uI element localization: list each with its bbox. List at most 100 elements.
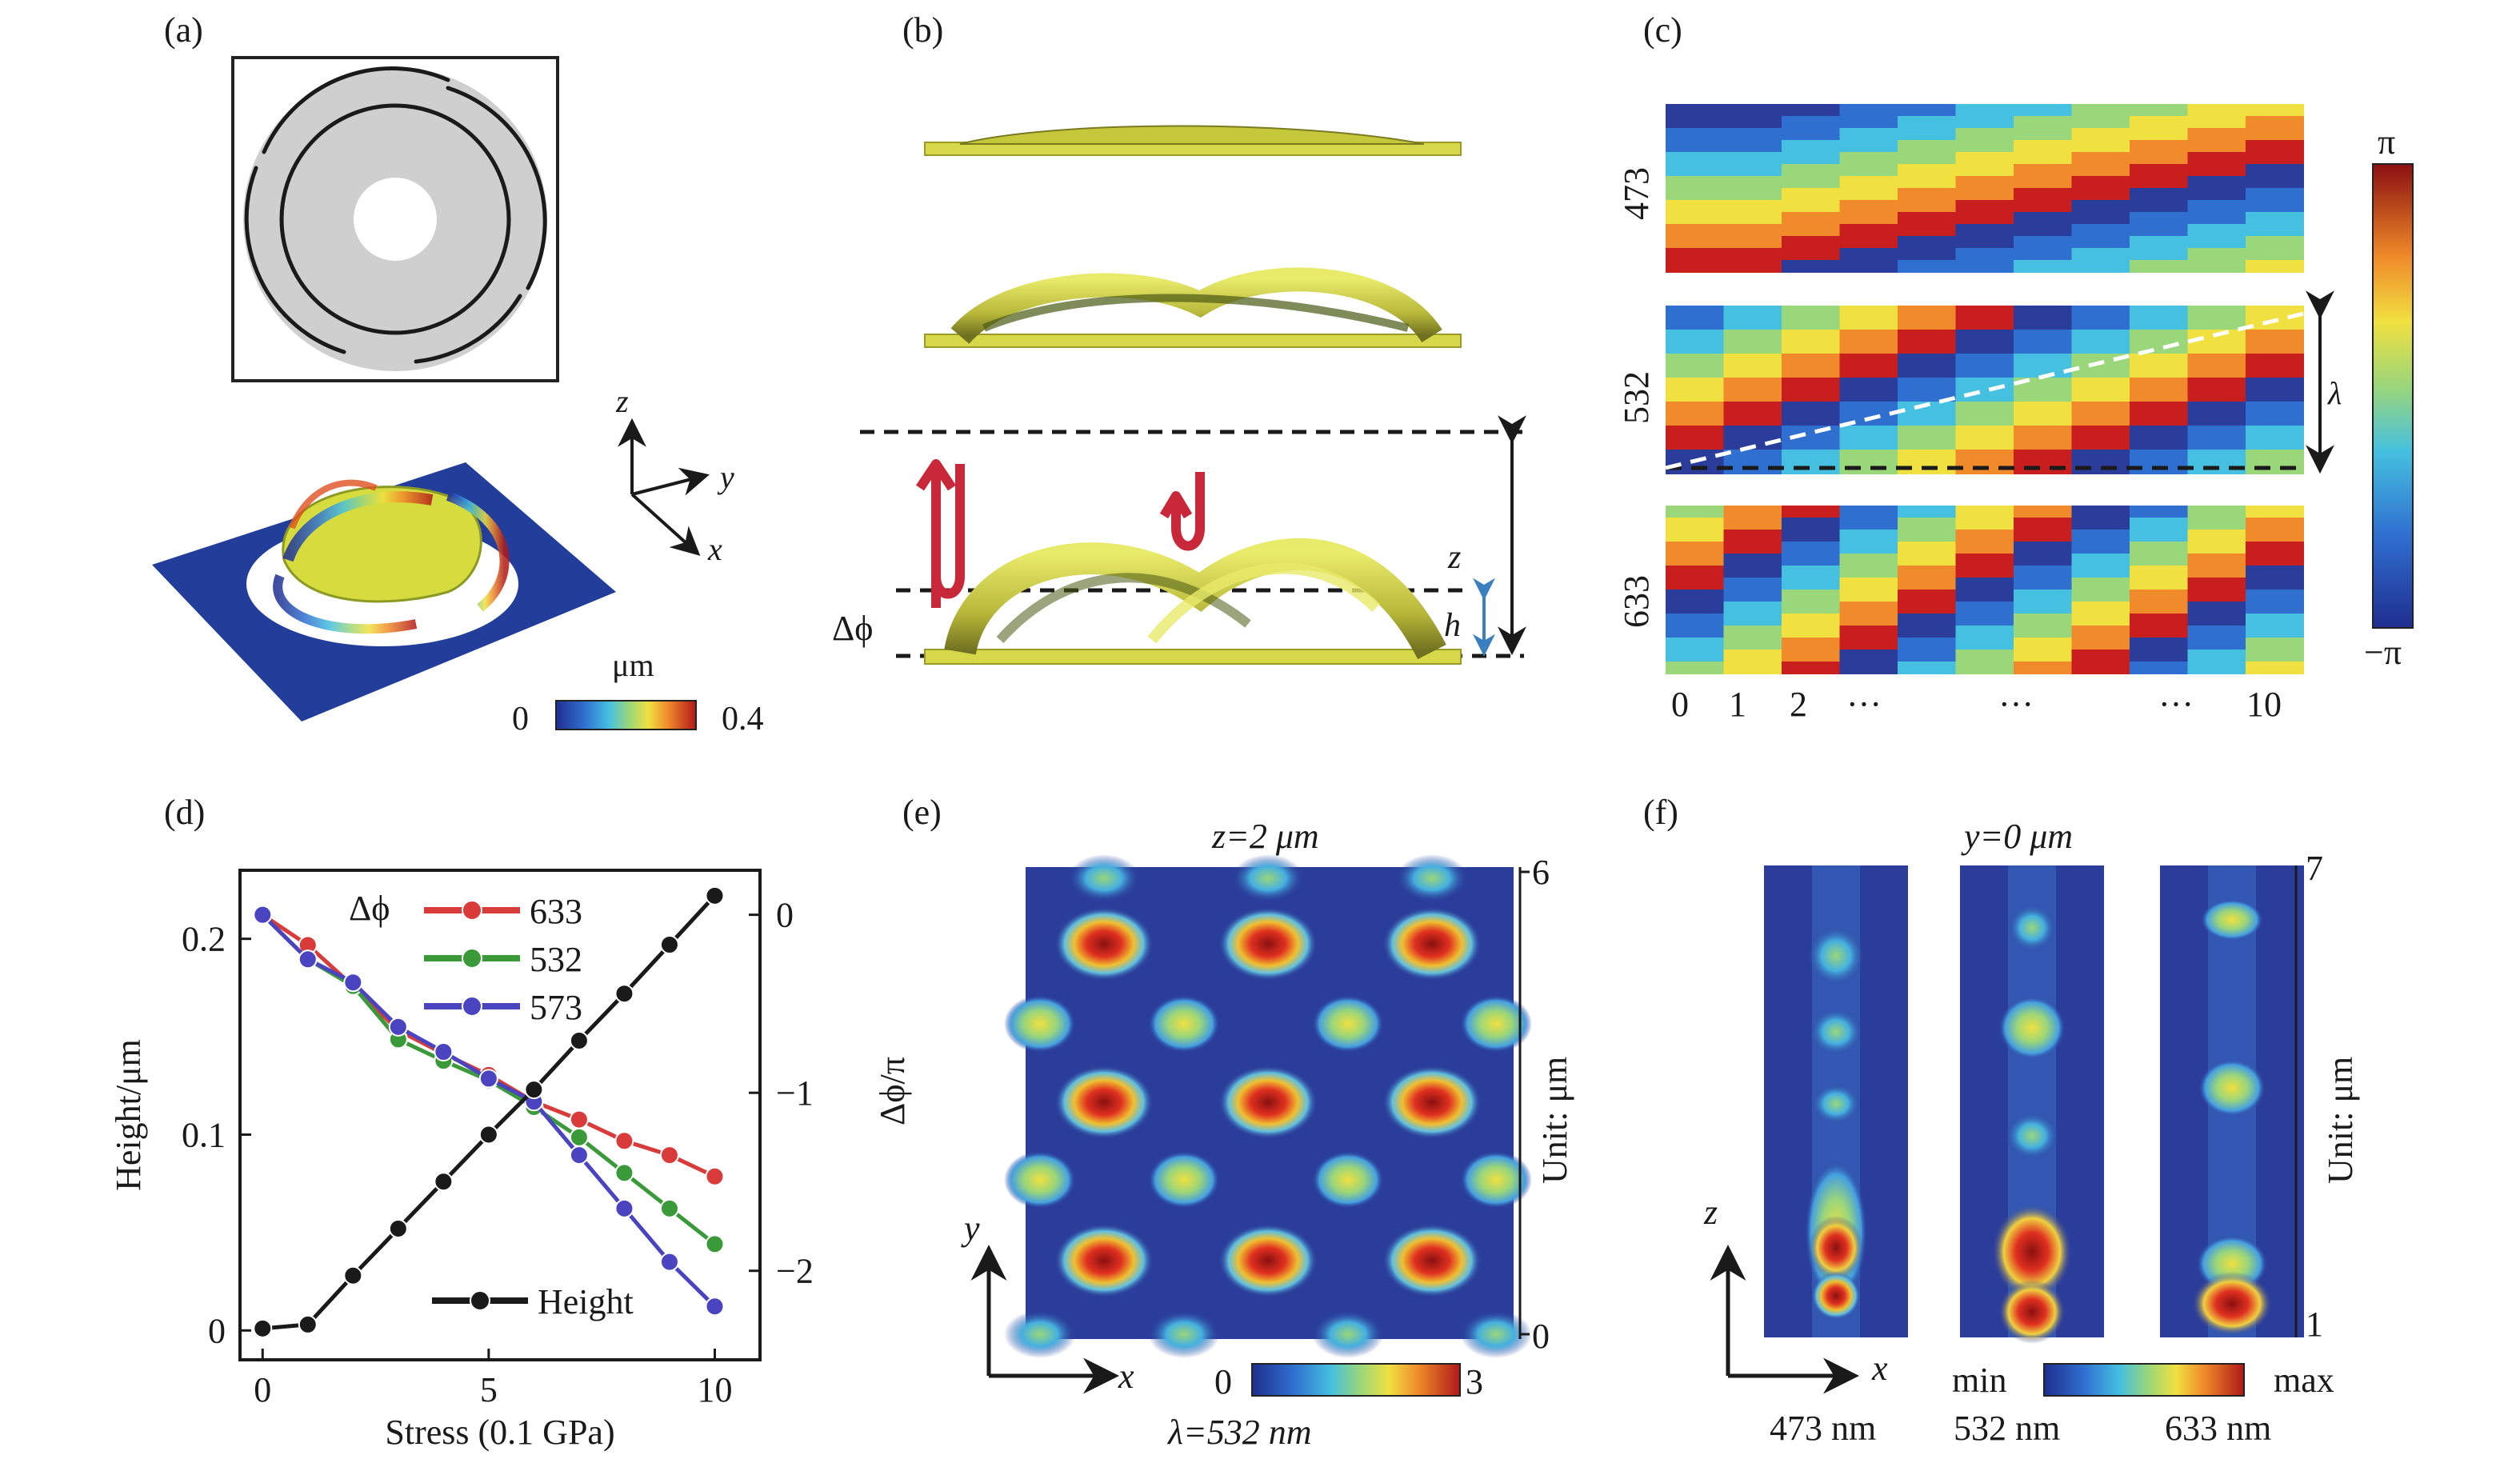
tick-e-bottom: 0 xyxy=(1532,1317,1550,1356)
shape-stage-2 xyxy=(950,267,1442,345)
warm-spot-2 xyxy=(1148,1151,1220,1209)
axis-x-a: x xyxy=(707,531,722,567)
d-y2tick-2: −2 xyxy=(776,1252,814,1291)
point-633-10 xyxy=(705,1166,725,1186)
panel-a: (a) z y x xyxy=(152,10,764,737)
panel-d-label: (d) xyxy=(164,793,205,832)
phase-row-2 xyxy=(1666,506,2304,674)
hot-spot-4 xyxy=(1218,1065,1318,1139)
field-column-2 xyxy=(2160,865,2304,1337)
point-Height-4 xyxy=(434,1172,454,1192)
point-Height-7 xyxy=(569,1030,589,1050)
point-Height-8 xyxy=(614,984,634,1004)
colorbar-f-min: min xyxy=(1952,1361,2006,1400)
cool-spot-2 xyxy=(1396,854,1468,902)
tick-f-top: 7 xyxy=(2306,849,2323,888)
deformed-membrane xyxy=(282,486,482,603)
wavelength-532: 532 nm xyxy=(1954,1409,2060,1448)
field-spot-1-2 xyxy=(2005,1112,2059,1160)
title-f: y=0 μm xyxy=(1961,817,2073,856)
c-xtick-5: ··· xyxy=(2158,685,2194,724)
c-xtick-3: ··· xyxy=(1846,685,1882,724)
warm-spot-6 xyxy=(1460,995,1532,1053)
field-spot-1-0 xyxy=(2007,904,2057,952)
panel-a-label: (a) xyxy=(164,10,203,50)
panel-b: (b) z h Δϕ xyxy=(832,10,1526,665)
cool-spot-5 xyxy=(1004,1310,1076,1358)
legend-marker-532 xyxy=(462,948,482,969)
colorbar-a-min: 0 xyxy=(512,701,529,737)
c-xtick-0: 0 xyxy=(1671,685,1689,724)
point-573-2 xyxy=(343,973,363,993)
point-Height-6 xyxy=(524,1080,544,1100)
hot-spot-8 xyxy=(1382,1224,1482,1297)
colorbar-a xyxy=(555,700,697,730)
hot-spot-7 xyxy=(1218,1224,1318,1297)
axes-e xyxy=(970,1245,1119,1394)
d-y2tick-1: −1 xyxy=(776,1073,814,1113)
colorbar-f xyxy=(2043,1363,2245,1397)
point-Height-5 xyxy=(478,1125,498,1145)
phase-row-1 xyxy=(1666,306,2304,474)
warm-spot-3 xyxy=(1312,1151,1384,1209)
colorbar-a-max: 0.4 xyxy=(722,701,764,737)
wavelength-633: 633 nm xyxy=(2165,1409,2271,1448)
red-arrow-short xyxy=(1159,472,1205,551)
d-xtick-2: 10 xyxy=(697,1370,732,1409)
caption-e: λ=532 nm xyxy=(1166,1413,1312,1452)
colorbar-f-max: max xyxy=(2274,1361,2334,1400)
field-f-columns xyxy=(1764,865,2304,1344)
hot-spot-6 xyxy=(1054,1224,1154,1297)
point-573-7 xyxy=(569,1145,589,1165)
panel-d: (d) 0 5 10 0 0.1 0.2 0 −1 −2 Stress (0.1 GPa) Heig… xyxy=(109,793,912,1452)
legend-marker-633 xyxy=(462,900,482,921)
legend-label-633: 633 xyxy=(530,892,582,931)
axis-z-f: z xyxy=(1703,1193,1718,1232)
point-Height-10 xyxy=(705,885,725,905)
row-label-532: 532 xyxy=(1617,371,1656,424)
d-xtick-0: 0 xyxy=(254,1370,271,1409)
ylabel-f: Unit: μm xyxy=(2321,1057,2360,1184)
point-Height-1 xyxy=(298,1314,318,1334)
wavelength-473: 473 nm xyxy=(1770,1409,1876,1448)
point-532-10 xyxy=(705,1234,725,1254)
c-xtick-4: ··· xyxy=(1998,685,2034,724)
spiral-arms xyxy=(244,66,547,364)
field-e-blobs xyxy=(1004,854,1532,1358)
field-spot-1-3 xyxy=(1991,1204,2073,1300)
colorbar-e-max: 3 xyxy=(1466,1362,1483,1401)
legend-title-d: Δϕ xyxy=(349,889,390,928)
point-532-9 xyxy=(659,1198,679,1218)
d-ytick-1: 0.1 xyxy=(182,1115,226,1154)
row-label-633: 633 xyxy=(1617,575,1656,628)
colorbar-e xyxy=(1251,1363,1461,1397)
point-573-0 xyxy=(253,905,273,925)
panel-c: (c) λ 473 532 633 0 1 2 ··· ··· ··· 10 π −π xyxy=(1617,10,2414,724)
panel-e-label: (e) xyxy=(902,793,942,832)
c-xtick-6: 10 xyxy=(2246,685,2282,724)
axis-y-a: y xyxy=(717,459,734,495)
d-y2label: Δϕ/π xyxy=(873,1057,912,1125)
label-z-b: z xyxy=(1447,539,1461,576)
point-573-1 xyxy=(298,949,318,969)
ylabel-e: Unit: μm xyxy=(1535,1057,1574,1184)
title-e: z=2 μm xyxy=(1211,817,1319,856)
phase-rows xyxy=(1666,104,2304,674)
cool-spot-4 xyxy=(1312,1310,1384,1358)
axis-x-f: x xyxy=(1871,1349,1888,1388)
cool-spot-6 xyxy=(1460,1310,1532,1358)
point-573-4 xyxy=(434,1041,454,1061)
c-xtick-1: 1 xyxy=(1729,685,1746,724)
point-532-8 xyxy=(614,1163,634,1183)
point-532-7 xyxy=(569,1127,589,1147)
legend-label-Height: Height xyxy=(538,1282,634,1321)
point-Height-3 xyxy=(388,1218,408,1238)
point-633-9 xyxy=(659,1145,679,1165)
panel-c-label: (c) xyxy=(1643,10,1682,50)
legend-marker-Height xyxy=(470,1290,490,1311)
panel-f: (f) y=0 μm 7 1 Unit: μm z x min max 473 … xyxy=(1643,793,2360,1448)
row-label-473: 473 xyxy=(1617,167,1656,220)
point-573-9 xyxy=(659,1252,679,1272)
plot-frame-d xyxy=(238,869,762,1361)
